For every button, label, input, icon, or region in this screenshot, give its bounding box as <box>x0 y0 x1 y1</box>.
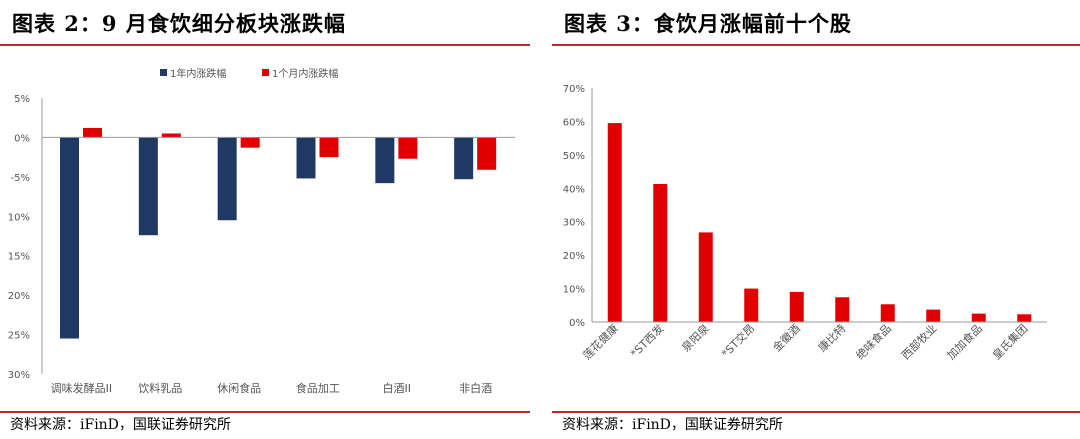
bar <box>607 123 622 322</box>
right-chart-title: 图表 3：食饮月涨幅前十个股 <box>564 11 852 36</box>
left-bar-chart: 1年内涨跌幅 1个月内涨跌幅 5% 0% -5% 10% 15% 20% 25% 30% 调味发酵品… <box>8 67 515 395</box>
bar <box>319 137 339 158</box>
x-category-label: 莲花健康 <box>580 321 621 362</box>
y-tick-label: 25% <box>8 331 30 342</box>
left-panel: 图表 2：9 月食饮细分板块涨跌幅 1年内涨跌幅 1个月内涨跌幅 5% 0% -5% 10… <box>0 0 530 439</box>
y-tick-label: 15% <box>8 252 30 263</box>
legend-swatch <box>160 69 167 76</box>
x-category-label: 绝味食品 <box>853 321 894 362</box>
right-source-rule <box>552 411 1080 413</box>
right-source-note: 资料来源：iFinD，国联证券研究所 <box>562 417 783 433</box>
left-chart-title: 图表 2：9 月食饮细分板块涨跌幅 <box>12 11 346 36</box>
y-tick-label: 20% <box>8 291 30 302</box>
right-title-rule <box>552 44 1080 46</box>
y-tick-label: 30% <box>8 370 30 381</box>
x-category-label: 饮料乳品 <box>138 381 182 395</box>
y-tick-label: 60% <box>563 117 585 128</box>
y-tick-label: 30% <box>563 218 585 229</box>
y-tick-label: 20% <box>563 251 585 262</box>
x-category-label: 休闲食品 <box>217 381 261 395</box>
x-category-label: 西部牧业 <box>898 321 939 362</box>
bar <box>454 137 474 180</box>
x-category-label: 白酒II <box>383 381 412 395</box>
bar <box>240 137 260 148</box>
left-title-rule <box>0 44 530 46</box>
x-category-label: *ST交昂 <box>718 321 757 360</box>
right-bar-chart: 70% 60% 50% 40% 30% 20% 10% 0%莲花健康 *ST西发 泉阳泉 *ST交昂… <box>563 84 1047 362</box>
left-source-rule <box>0 411 530 413</box>
bar <box>217 137 237 221</box>
x-category-label: *ST西发 <box>627 321 666 360</box>
bar <box>161 133 181 138</box>
x-category-label: 调味发酵品II <box>51 381 113 395</box>
bar <box>698 232 713 322</box>
x-category-label: 泉阳泉 <box>679 321 712 354</box>
bar <box>1017 314 1032 322</box>
left-source-note: 资料来源：iFinD，国联证券研究所 <box>10 417 231 433</box>
legend-label: 1年内涨跌幅 <box>170 67 226 80</box>
x-category-label: 皇氏集团 <box>989 321 1030 362</box>
x-category-label: 金徽酒 <box>770 321 803 354</box>
bar <box>60 137 79 339</box>
y-tick-label: -5% <box>11 173 30 184</box>
bar <box>653 183 668 322</box>
bar <box>398 137 418 159</box>
bar <box>296 137 316 179</box>
bar <box>138 137 158 236</box>
y-tick-label: 10% <box>8 212 30 223</box>
y-tick-label: 5% <box>14 94 30 105</box>
y-tick-label: 40% <box>563 184 585 195</box>
bar <box>83 127 102 138</box>
bar <box>880 304 895 322</box>
bar <box>971 313 986 322</box>
y-tick-label: 0% <box>14 133 30 144</box>
y-tick-label: 0% <box>569 318 585 329</box>
x-category-label: 康比特 <box>815 321 848 354</box>
x-category-label: 加加食品 <box>944 321 985 362</box>
legend-swatch <box>262 69 269 76</box>
bar <box>789 291 804 322</box>
bar <box>375 137 395 184</box>
bar <box>744 288 759 322</box>
bar <box>835 297 850 322</box>
x-category-label: 非白酒 <box>459 381 492 395</box>
y-tick-label: 70% <box>563 84 585 95</box>
right-panel: 图表 3：食饮月涨幅前十个股 70% 60% 50% 40% 30% 20% 10% 0% 莲花… <box>552 0 1080 439</box>
x-category-label: 食品加工 <box>296 381 340 395</box>
bar <box>477 137 497 170</box>
y-tick-label: 10% <box>563 285 585 296</box>
bar <box>926 309 941 322</box>
legend-label: 1个月内涨跌幅 <box>272 67 338 80</box>
y-tick-label: 50% <box>563 151 585 162</box>
